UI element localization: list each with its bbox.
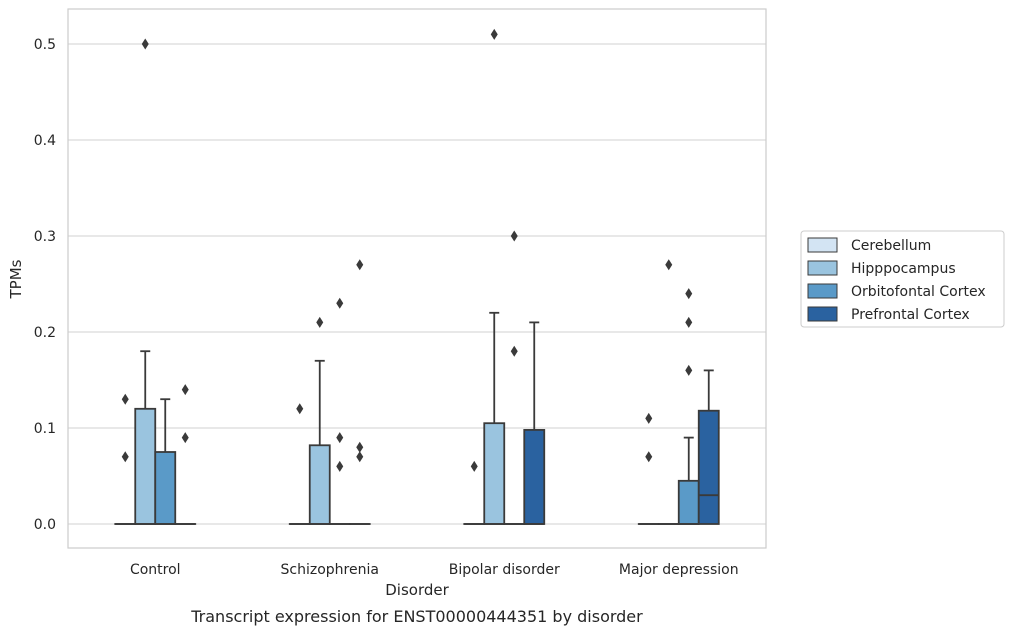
legend-frame bbox=[800, 230, 1005, 328]
x-tick-labels: Control Schizophrenia Bipolar disorder Majo… bbox=[130, 562, 739, 578]
box-bipolar-disorder-orbitofontal-cortex bbox=[503, 230, 526, 525]
legend: Cerebellum Hipppocampus Orbitofontal Corte… bbox=[800, 230, 1005, 328]
box-bipolar-disorder-hipppocampus bbox=[483, 28, 506, 525]
plot-frame bbox=[67, 8, 767, 549]
outlier-point bbox=[336, 297, 344, 309]
box-body bbox=[677, 479, 700, 525]
outlier-point bbox=[645, 412, 653, 424]
outlier-point bbox=[490, 28, 498, 40]
box-major-depression-hipppocampus bbox=[657, 259, 680, 525]
box-bipolar-disorder-cerebellum bbox=[463, 460, 486, 525]
box-bipolar-disorder-prefrontal-cortex bbox=[523, 321, 546, 525]
outlier-point bbox=[685, 316, 693, 328]
legend-label: Hipppocampus bbox=[851, 261, 956, 277]
y-tick-label: 0.5 bbox=[34, 37, 56, 53]
box-schizophrenia-orbitofontal-cortex bbox=[328, 297, 351, 525]
legend-swatch bbox=[807, 237, 838, 253]
y-tick-label: 0.0 bbox=[34, 517, 56, 533]
outlier-point bbox=[470, 460, 478, 472]
outlier-point bbox=[665, 259, 673, 271]
box-major-depression-prefrontal-cortex bbox=[697, 369, 720, 525]
y-tick-labels: 0.0 0.1 0.2 0.3 0.4 0.5 bbox=[34, 37, 56, 533]
y-tick-label: 0.4 bbox=[34, 133, 56, 149]
outlier-point bbox=[181, 432, 189, 444]
box-schizophrenia-hipppocampus bbox=[308, 316, 331, 525]
outlier-point bbox=[685, 364, 693, 376]
outlier-point bbox=[141, 38, 149, 50]
outlier-point bbox=[356, 451, 364, 463]
x-axis-label: Disorder bbox=[385, 581, 449, 599]
y-axis-label: TPMs bbox=[7, 259, 25, 299]
legend-items: Cerebellum Hipppocampus Orbitofontal Corte… bbox=[807, 237, 986, 323]
outlier-point bbox=[356, 259, 364, 271]
outlier-point bbox=[336, 432, 344, 444]
box-body bbox=[134, 407, 157, 525]
box-control-orbitofontal-cortex bbox=[154, 398, 177, 525]
legend-label: Prefrontal Cortex bbox=[851, 307, 970, 323]
outlier-point bbox=[296, 403, 304, 415]
box-body bbox=[697, 409, 720, 525]
x-tick-label: Control bbox=[130, 562, 181, 578]
box-body bbox=[483, 422, 506, 525]
legend-label: Cerebellum bbox=[851, 238, 931, 254]
legend-swatch bbox=[807, 260, 838, 276]
box-major-depression-cerebellum bbox=[637, 412, 660, 525]
box-plot-series bbox=[114, 28, 720, 525]
outlier-point bbox=[510, 345, 518, 357]
outlier-point bbox=[685, 288, 693, 300]
x-tick-label: Bipolar disorder bbox=[449, 562, 560, 578]
outlier-point bbox=[645, 451, 653, 463]
y-tick-label: 0.2 bbox=[34, 325, 56, 341]
outlier-point bbox=[356, 441, 364, 453]
outlier-point bbox=[510, 230, 518, 242]
outlier-point bbox=[121, 393, 129, 405]
x-tick-label: Major depression bbox=[619, 562, 739, 578]
legend-swatch bbox=[807, 306, 838, 322]
y-tick-label: 0.3 bbox=[34, 229, 56, 245]
x-tick-label: Schizophrenia bbox=[281, 562, 379, 578]
legend-swatch bbox=[807, 283, 838, 299]
box-body bbox=[523, 429, 546, 525]
outlier-point bbox=[181, 384, 189, 396]
outlier-point bbox=[316, 316, 324, 328]
box-control-prefrontal-cortex bbox=[174, 384, 197, 525]
legend-label: Orbitofontal Cortex bbox=[851, 284, 986, 300]
outlier-point bbox=[336, 460, 344, 472]
box-schizophrenia-cerebellum bbox=[288, 403, 311, 525]
box-body bbox=[308, 444, 331, 525]
box-control-cerebellum bbox=[114, 393, 137, 525]
box-schizophrenia-prefrontal-cortex bbox=[348, 259, 371, 525]
outlier-point bbox=[121, 451, 129, 463]
box-control-hipppocampus bbox=[134, 38, 157, 525]
box-body bbox=[154, 451, 177, 525]
chart-caption: Transcript expression for ENST0000044435… bbox=[190, 607, 643, 626]
y-tick-label: 0.1 bbox=[34, 421, 56, 437]
box-major-depression-orbitofontal-cortex bbox=[677, 288, 700, 525]
